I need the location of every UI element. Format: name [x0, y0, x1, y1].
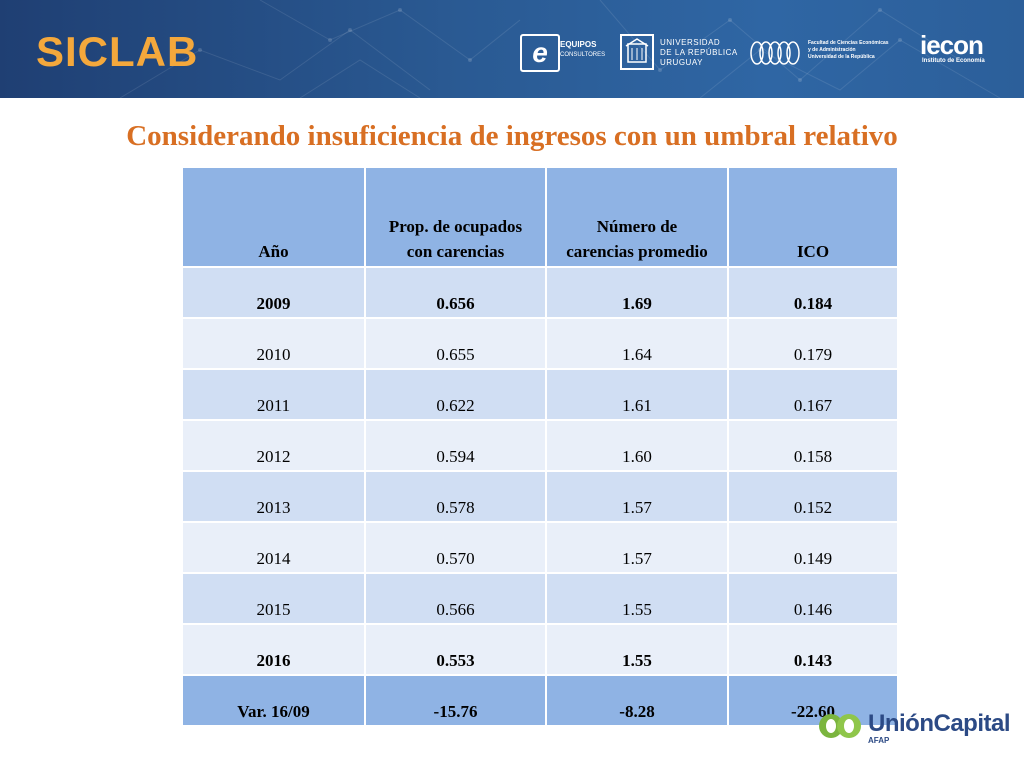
header-prop-line1: Prop. de ocupados	[388, 217, 523, 236]
network-pattern	[119, 0, 1001, 98]
table-body: 2009 0.656 1.69 0.184 2010 0.655 1.64 0.…	[183, 268, 897, 725]
udelar-line2: DE LA REPÚBLICA	[660, 48, 738, 57]
table-row: 2013 0.578 1.57 0.152	[183, 472, 897, 521]
cell-ico: 0.143	[729, 625, 897, 674]
cell-prop: 0.622	[366, 370, 545, 419]
data-table: Año Prop. de ocupados con carencias Númer…	[181, 166, 899, 727]
cell-ico: 0.167	[729, 370, 897, 419]
table-row: 2014 0.570 1.57 0.149	[183, 523, 897, 572]
cell-ico: 0.158	[729, 421, 897, 470]
cell-year: 2011	[183, 370, 364, 419]
cell-var-label: Var. 16/09	[183, 676, 364, 725]
header-year: Año	[183, 168, 364, 266]
equipos-logo-text: EQUIPOS CONSULTORES	[560, 40, 605, 60]
header-ico-label: ICO	[796, 242, 830, 261]
header-ico: ICO	[729, 168, 897, 266]
cell-ico: 0.146	[729, 574, 897, 623]
ccee-logo-icon	[750, 40, 802, 71]
ccee-line3: Universidad de la República	[808, 54, 875, 60]
cell-ico: 0.149	[729, 523, 897, 572]
udelar-logo-text: UNIVERSIDAD DE LA REPÚBLICA URUGUAY	[660, 38, 738, 68]
cell-num: 1.55	[547, 625, 727, 674]
cell-prop: 0.553	[366, 625, 545, 674]
cell-prop: 0.656	[366, 268, 545, 317]
cell-ico: 0.184	[729, 268, 897, 317]
union-capital-name: UniónCapital	[868, 710, 1011, 737]
cell-year: 2015	[183, 574, 364, 623]
cell-year: 2016	[183, 625, 364, 674]
header-banner: SICLAB e EQUIPOS CONSULTORES UNIVERSIDAD…	[0, 0, 1024, 98]
cell-var-ico: -22.60	[729, 676, 897, 725]
header-num-line1: Número de	[596, 217, 678, 236]
cell-ico: 0.152	[729, 472, 897, 521]
equipos-logo-line2: CONSULTORES	[560, 52, 606, 58]
cell-num: 1.64	[547, 319, 727, 368]
table-header: Año Prop. de ocupados con carencias Númer…	[183, 168, 897, 266]
header-prop-line2: con carencias	[406, 242, 505, 261]
header-num-line2: carencias promedio	[566, 242, 708, 261]
union-capital-afap: AFAP	[868, 736, 890, 745]
cell-num: 1.55	[547, 574, 727, 623]
cell-prop: 0.570	[366, 523, 545, 572]
table-row: 2010 0.655 1.64 0.179	[183, 319, 897, 368]
table-row: 2009 0.656 1.69 0.184	[183, 268, 897, 317]
cell-year: 2014	[183, 523, 364, 572]
ccee-logo-text: Facultad de Ciencias Económicas y de Adm…	[808, 40, 889, 61]
header-row: Año Prop. de ocupados con carencias Númer…	[183, 168, 897, 266]
ccee-line2: y de Administración	[808, 47, 856, 53]
equipos-logo-line1: EQUIPOS	[560, 40, 597, 49]
header-num-carencias: Número de carencias promedio	[547, 168, 727, 266]
cell-year: 2012	[183, 421, 364, 470]
cell-var-prop: -15.76	[366, 676, 545, 725]
cell-prop: 0.578	[366, 472, 545, 521]
slide-title: Considerando insuficiencia de ingresos c…	[126, 120, 898, 152]
cell-year: 2009	[183, 268, 364, 317]
header-year-label: Año	[258, 242, 289, 261]
cell-prop: 0.566	[366, 574, 545, 623]
cell-num: 1.57	[547, 472, 727, 521]
ccee-line1: Facultad de Ciencias Económicas	[808, 40, 889, 46]
union-capital-mark-icon	[819, 714, 861, 738]
udelar-seal-icon	[620, 34, 654, 70]
udelar-line3: URUGUAY	[660, 58, 703, 67]
iecon-logo-subtitle: Instituto de Economía	[922, 58, 985, 64]
iecon-logo: iecon	[920, 30, 984, 60]
cell-ico: 0.179	[729, 319, 897, 368]
cell-num: 1.61	[547, 370, 727, 419]
cell-prop: 0.655	[366, 319, 545, 368]
table-row: 2016 0.553 1.55 0.143	[183, 625, 897, 674]
variation-row: Var. 16/09 -15.76 -8.28 -22.60	[183, 676, 897, 725]
cell-num: 1.57	[547, 523, 727, 572]
cell-year: 2010	[183, 319, 364, 368]
table-row: 2011 0.622 1.61 0.167	[183, 370, 897, 419]
cell-prop: 0.594	[366, 421, 545, 470]
cell-year: 2013	[183, 472, 364, 521]
udelar-line1: UNIVERSIDAD	[660, 38, 721, 47]
cell-num: 1.69	[547, 268, 727, 317]
equipos-logo-mark: e	[520, 34, 560, 72]
siclab-logo: SICLAB	[36, 28, 199, 75]
cell-num: 1.60	[547, 421, 727, 470]
cell-var-num: -8.28	[547, 676, 727, 725]
table-row: 2015 0.566 1.55 0.146	[183, 574, 897, 623]
header-prop-ocupados: Prop. de ocupados con carencias	[366, 168, 545, 266]
table-row: 2012 0.594 1.60 0.158	[183, 421, 897, 470]
